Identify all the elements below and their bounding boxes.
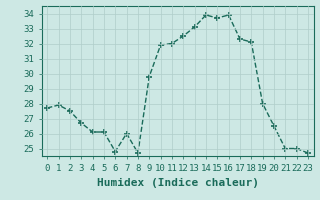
X-axis label: Humidex (Indice chaleur): Humidex (Indice chaleur) (97, 178, 259, 188)
